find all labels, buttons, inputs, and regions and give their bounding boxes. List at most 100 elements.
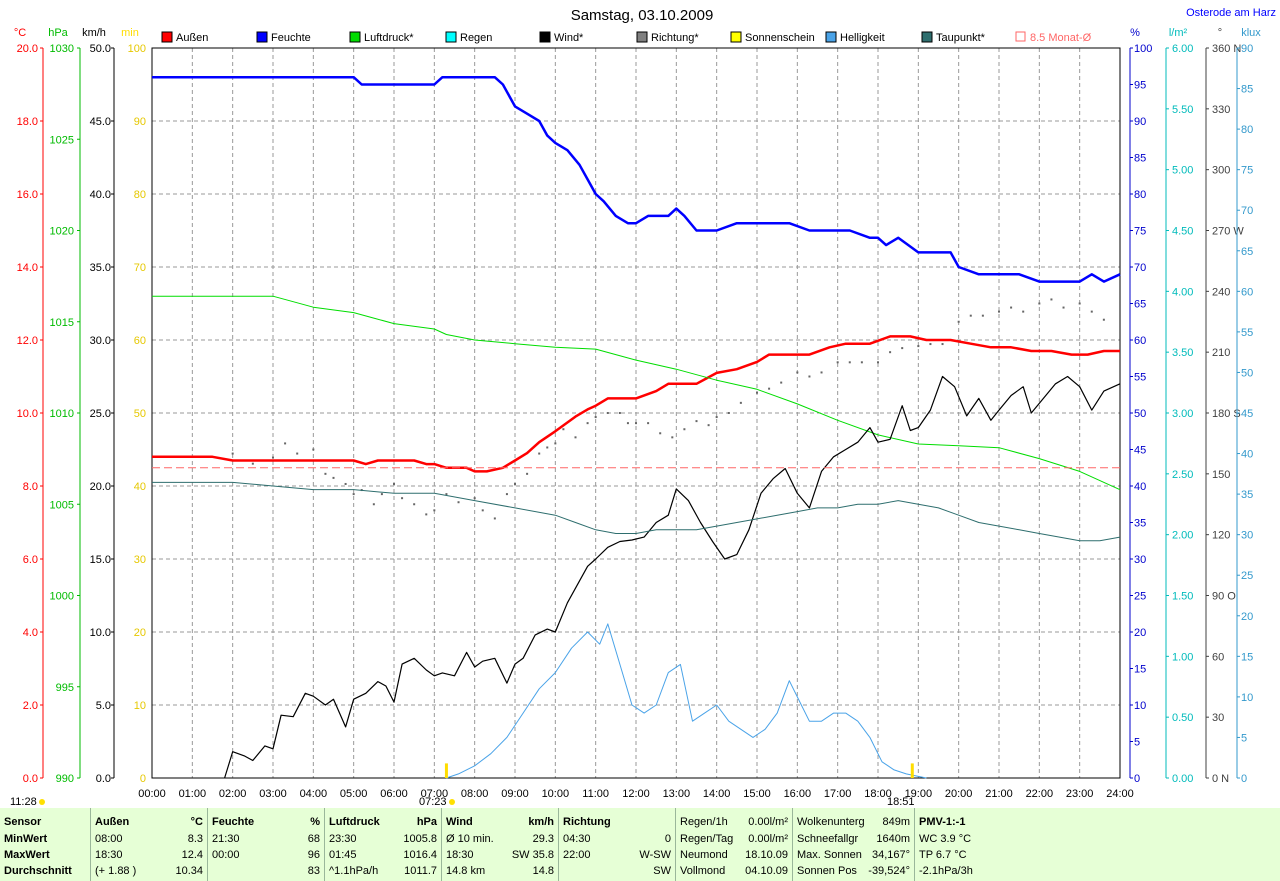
direction-point <box>445 493 448 496</box>
direction-tick-label: 360 N <box>1212 43 1241 55</box>
legend-swatch <box>349 31 361 43</box>
humidity-tick-label: 50 <box>1134 408 1146 420</box>
footer-col-pmv: PMV-1:-1 WC 3.9 °C TP 6.7 °C -2.1hPa/3h <box>914 808 1280 881</box>
direction-point <box>562 428 565 431</box>
direction-tick-label: 0 N <box>1212 773 1229 785</box>
lux-tick-label: 65 <box>1241 246 1253 258</box>
direction-point <box>251 462 254 465</box>
direction-point <box>715 416 718 419</box>
temp-tick-label: 12.0 <box>17 335 38 347</box>
temp-tick-label: 4.0 <box>23 627 38 639</box>
wind-tick-label: 35.0 <box>90 262 111 274</box>
luftdruck-min-value: 1005.8 <box>403 833 437 845</box>
sun-tick-label: 60 <box>134 335 146 347</box>
direction-point <box>481 509 484 512</box>
direction-point <box>917 345 920 348</box>
weather-chart: Samstag, 03.10.2009 Osterode am Harz Auß… <box>13 7 1276 800</box>
sun-tick-label: 40 <box>134 481 146 493</box>
hdr-aussen: Außen <box>95 816 130 828</box>
grid <box>151 47 1121 779</box>
chart-title: Samstag, 03.10.2009 <box>571 7 714 24</box>
lbl-avg: Durchschnitt <box>4 865 72 877</box>
time-tick-label: 21:00 <box>985 788 1013 800</box>
lux-tick-label: 5 <box>1241 732 1247 744</box>
legend-swatch <box>825 31 837 43</box>
time-tick-label: 14:00 <box>703 788 731 800</box>
series-line-luftdruck <box>152 295 1121 491</box>
pressure-tick-label: 1000 <box>50 591 74 603</box>
direction-tick-label: 90 O <box>1212 591 1236 603</box>
direction-point <box>473 497 476 500</box>
lux-tick-label: 25 <box>1241 570 1253 582</box>
humidity-tick-label: 55 <box>1134 372 1146 384</box>
direction-point <box>594 416 597 419</box>
series-line-helligkeit <box>446 623 927 779</box>
direction-point <box>1102 318 1105 321</box>
series-line-feuchte <box>152 75 1121 283</box>
sun-unit-label: min <box>121 27 139 39</box>
wolkenunterg-value: 849m <box>882 816 910 828</box>
direction-point <box>877 361 879 364</box>
series-line-taupunkt <box>152 481 1121 542</box>
pressure-tick-label: 990 <box>56 773 74 785</box>
direction-point <box>756 391 758 394</box>
richtung-max-time: 22:00 <box>563 849 591 861</box>
wind-max-value: SW 35.8 <box>511 849 554 861</box>
footer-col-feuchte: Feuchte% 21:30 68 00:00 96 83 <box>207 808 324 881</box>
aussen-avg-trend: (+ 1.88 ) <box>95 865 137 877</box>
direction-tick-label: 210 <box>1212 347 1230 359</box>
legend-label: 8.5 Monat-Ø <box>1030 32 1092 44</box>
luftdruck-max-value: 1016.4 <box>403 849 437 861</box>
time-tick-label: 12:00 <box>622 788 650 800</box>
direction-point <box>1090 310 1093 313</box>
direction-point <box>1062 306 1065 309</box>
neumond-label: Neumond <box>680 849 728 861</box>
pressure-tick-label: 1010 <box>50 408 74 420</box>
vollmond-value: 04.10.09 <box>745 865 788 877</box>
direction-point <box>272 456 274 459</box>
hdr-richtung: Richtung <box>563 816 611 828</box>
sun-tick-label: 80 <box>134 189 146 201</box>
luftdruck-trend: ^1.1hPa/h <box>329 865 379 877</box>
temp-unit-label: °C <box>14 27 26 39</box>
time-tick-label: 05:00 <box>340 788 368 800</box>
series-line-außen <box>152 335 1120 473</box>
max-sonnen-label: Max. Sonnen <box>797 849 862 861</box>
lux-tick-label: 90 <box>1241 43 1253 55</box>
direction-point <box>401 497 404 500</box>
time-tick-label: 15:00 <box>743 788 771 800</box>
legend-label: Sonnenschein <box>745 32 815 44</box>
lux-tick-label: 70 <box>1241 205 1253 217</box>
direction-point <box>546 446 549 449</box>
rain-tick-label: 4.50 <box>1172 226 1193 238</box>
pressure-tick-label: 995 <box>56 682 74 694</box>
direction-tick-label: 270 W <box>1212 226 1244 238</box>
direction-tick-label: 30 <box>1212 712 1224 724</box>
direction-point <box>626 422 629 425</box>
direction-point <box>618 412 621 414</box>
time-tick-label: 13:00 <box>663 788 691 800</box>
direction-point <box>526 472 529 475</box>
plot-area <box>152 75 1121 779</box>
humidity-tick-label: 5 <box>1134 737 1140 749</box>
direction-point <box>780 381 783 384</box>
legend: Außen Feuchte Luftdruck* Regen Wind* Richtung… <box>161 31 1092 44</box>
luftdruck-max-time: 01:45 <box>329 849 357 861</box>
lux-tick-label: 20 <box>1241 611 1253 623</box>
legend-label: Luftdruck* <box>364 32 414 44</box>
direction-point <box>344 482 347 485</box>
direction-point <box>727 412 730 414</box>
aussen-max-value: 12.4 <box>181 849 203 861</box>
direction-point <box>296 452 299 455</box>
rain-unit-label: l/m² <box>1169 27 1188 39</box>
legend-swatch <box>921 31 933 43</box>
time-tick-label: 10:00 <box>542 788 570 800</box>
lux-tick-label: 60 <box>1241 286 1253 298</box>
pressure-tick-label: 1030 <box>50 43 74 55</box>
humidity-tick-label: 70 <box>1134 262 1146 274</box>
direction-point <box>538 452 541 455</box>
time-tick-label: 06:00 <box>380 788 408 800</box>
wind-tick-label: 50.0 <box>90 43 111 55</box>
humidity-tick-label: 95 <box>1134 80 1146 92</box>
max-sonnen-value: 34,167° <box>871 849 910 861</box>
